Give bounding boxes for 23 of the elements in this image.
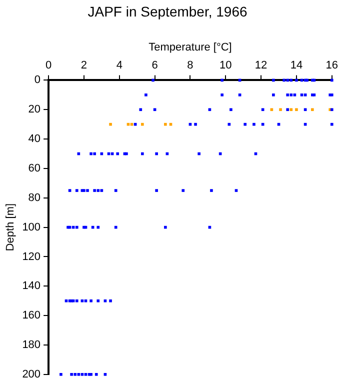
y-tick-label: 160 xyxy=(22,310,41,322)
x-tick-label: 10 xyxy=(220,60,232,72)
y-tick-label: 200 xyxy=(22,368,41,380)
x-tick-label: 12 xyxy=(254,60,268,72)
y-tick-label: 120 xyxy=(22,250,41,263)
x-tick-label: 8 xyxy=(187,60,194,72)
x-tick-label: 6 xyxy=(152,60,158,72)
y-tick-label: 140 xyxy=(22,280,41,292)
y-tick-label: 100 xyxy=(22,221,41,234)
y-tick-label: 60 xyxy=(28,162,41,174)
y-tick-label: 20 xyxy=(28,104,41,116)
x-axis-title: Temperature [°C] xyxy=(148,41,232,54)
x-tick-label: 0 xyxy=(45,60,52,72)
x-tick-label: 16 xyxy=(326,60,338,72)
chart-title: JAPF in September, 1966 xyxy=(88,3,248,20)
y-tick-label: 0 xyxy=(34,74,41,86)
y-tick-label: 40 xyxy=(28,133,41,146)
x-tick-label: 2 xyxy=(80,60,88,72)
x-tick-label: 4 xyxy=(116,60,122,72)
x-tick-label: 14 xyxy=(290,60,303,72)
y-tick-label: 80 xyxy=(28,192,41,204)
y-tick-label: 180 xyxy=(22,339,41,352)
y-axis-title: Depth [m] xyxy=(4,203,17,252)
